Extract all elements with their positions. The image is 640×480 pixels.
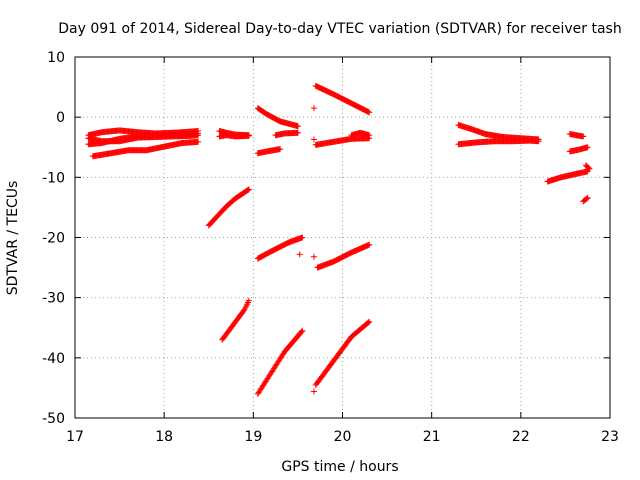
data-point [586,165,593,172]
y-tick-label: -40 [42,351,65,367]
data-point [366,132,373,139]
y-axis-label: SDTVAR / TECUs [5,181,21,296]
x-axis-label: GPS time / hours [281,459,398,475]
grid-lines [75,57,610,418]
data-point [365,319,372,326]
y-tick-label: 0 [56,110,65,126]
data-point [584,144,591,151]
y-tick-label: -10 [42,170,65,186]
axes [74,56,611,419]
x-tick-label: 23 [601,429,619,445]
data-point [195,132,202,139]
data-point-isolated [310,105,317,112]
data-point [294,129,301,136]
data-point [583,195,590,202]
data-point [535,138,542,145]
y-tick-label: -50 [42,411,65,427]
data-point-isolated [310,136,317,143]
y-tick-label: 10 [47,50,65,66]
data-points [85,82,593,397]
data-point-isolated [310,388,317,395]
data-point-isolated [310,253,317,260]
data-point [244,186,251,193]
x-tick-label: 22 [512,429,530,445]
data-point [298,328,305,335]
data-point [245,297,252,304]
data-point [299,327,306,334]
data-point [294,123,301,130]
data-point [366,318,373,325]
data-point [240,307,247,314]
data-point [245,186,252,193]
data-point [366,109,373,116]
x-tick-label: 21 [423,429,441,445]
data-point [580,133,587,140]
y-tick-label: -20 [42,231,65,247]
tick-labels: 17 18 19 20 21 22 23 10 0 -10 -20 -30 -40 -50 [42,50,619,445]
data-point [584,194,591,201]
data-point [366,241,373,248]
x-tick-label: 20 [334,429,352,445]
data-point [277,146,284,153]
data-point [585,165,592,172]
x-tick-label: 18 [155,429,173,445]
x-tick-label: 17 [66,429,84,445]
data-point-isolated [296,251,303,258]
data-point [245,132,252,139]
x-tick-label: 19 [244,429,262,445]
data-point [299,234,306,241]
data-point [195,138,202,145]
y-tick-label: -30 [42,291,65,307]
chart-title: Day 091 of 2014, Sidereal Day-to-day VTE… [58,21,621,37]
